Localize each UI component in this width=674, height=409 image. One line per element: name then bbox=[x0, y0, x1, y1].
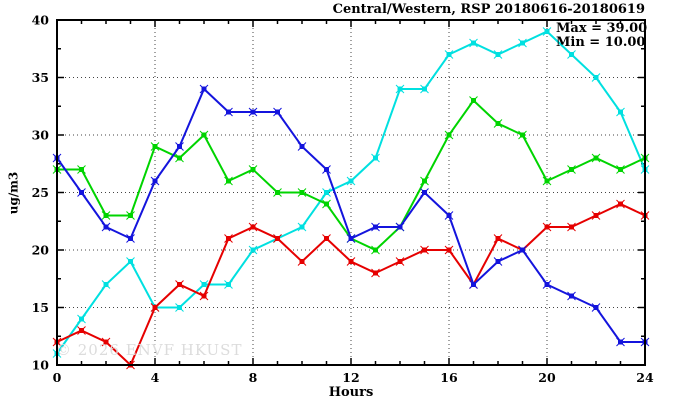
legend-min-value: Min = 10.00 bbox=[556, 35, 646, 50]
chart-title: Central/Western, RSP 20180616-20180619 bbox=[332, 2, 645, 17]
svg-text:0: 0 bbox=[53, 370, 62, 385]
watermark: © 2026 ENVF HKUST bbox=[56, 341, 243, 359]
svg-text:15: 15 bbox=[32, 300, 49, 315]
legend-max-value: Max = 39.00 bbox=[556, 21, 648, 36]
svg-text:20: 20 bbox=[538, 370, 556, 385]
svg-text:4: 4 bbox=[151, 370, 160, 385]
y-axis-label: ug/m3 bbox=[6, 171, 21, 214]
x-axis-label: Hours bbox=[328, 385, 374, 400]
svg-text:40: 40 bbox=[32, 13, 50, 28]
svg-text:24: 24 bbox=[636, 370, 654, 385]
svg-text:20: 20 bbox=[32, 243, 50, 258]
svg-text:12: 12 bbox=[342, 370, 359, 385]
svg-text:25: 25 bbox=[32, 185, 49, 200]
svg-text:10: 10 bbox=[32, 358, 50, 373]
svg-text:30: 30 bbox=[32, 128, 50, 143]
legend: Max = 39.00 Min = 10.00 bbox=[556, 22, 647, 50]
svg-text:16: 16 bbox=[440, 370, 458, 385]
svg-text:8: 8 bbox=[249, 370, 258, 385]
svg-text:35: 35 bbox=[32, 70, 49, 85]
